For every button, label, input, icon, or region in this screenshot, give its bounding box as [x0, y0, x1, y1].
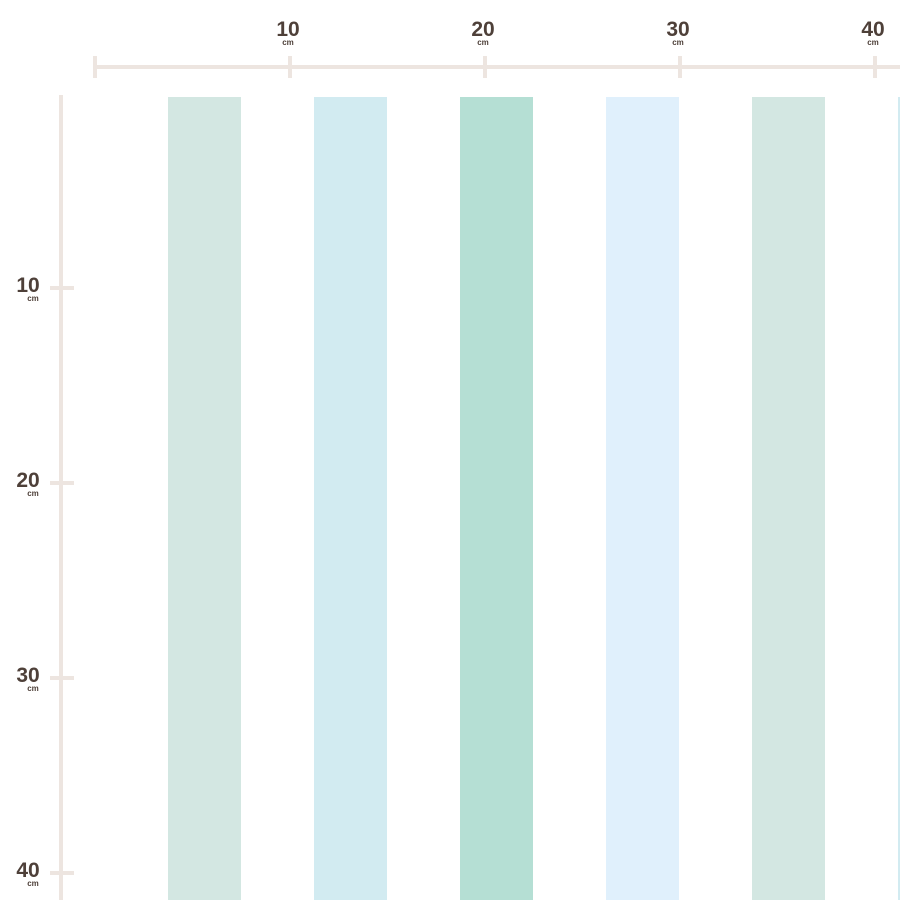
stripe [168, 97, 241, 900]
ruler-label: 20 [471, 18, 494, 41]
ruler-label: 40 [16, 859, 39, 882]
ruler-unit: cm [27, 879, 39, 888]
stripe [898, 97, 900, 900]
ruler-unit: cm [672, 38, 684, 47]
ruler-unit: cm [282, 38, 294, 47]
stripe [460, 97, 533, 900]
stripe [314, 97, 387, 900]
ruler-unit: cm [27, 489, 39, 498]
ruler-unit: cm [27, 684, 39, 693]
ruler-label: 30 [16, 664, 39, 687]
stripe [606, 97, 679, 900]
stripes [168, 97, 900, 900]
ruler-label: 30 [666, 18, 689, 41]
ruler-unit: cm [867, 38, 879, 47]
stripe [752, 97, 825, 900]
ruler-label: 10 [276, 18, 299, 41]
ruler-label: 10 [16, 274, 39, 297]
ruler-unit: cm [477, 38, 489, 47]
ruler-label: 40 [861, 18, 884, 41]
ruler-unit: cm [27, 294, 39, 303]
ruler-label: 20 [16, 469, 39, 492]
